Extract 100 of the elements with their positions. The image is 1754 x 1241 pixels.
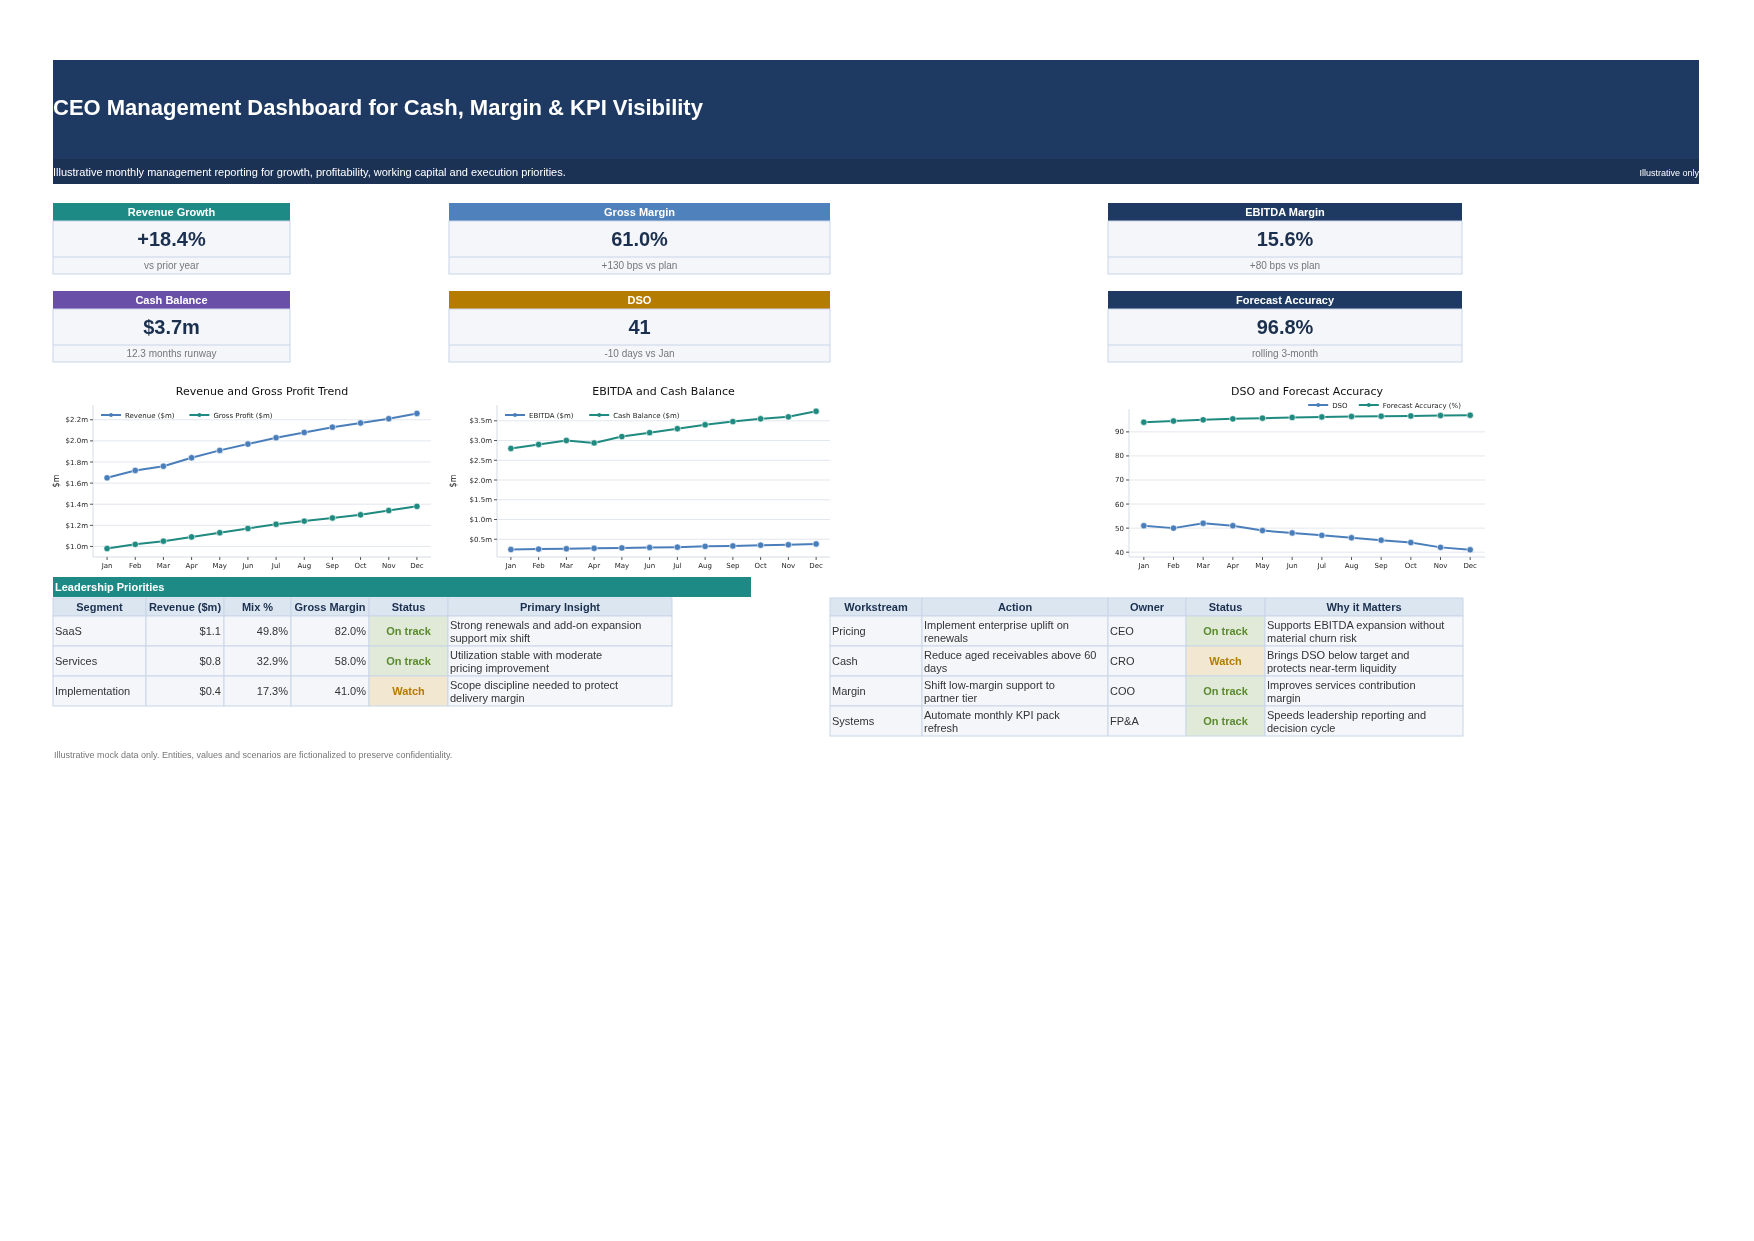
point — [1170, 417, 1177, 425]
text: Systems — [832, 715, 875, 727]
point — [385, 507, 393, 515]
point — [328, 514, 336, 522]
point — [244, 440, 252, 448]
point — [1377, 536, 1385, 544]
text: vs prior year — [143, 260, 200, 271]
point — [507, 444, 515, 452]
point — [413, 502, 421, 510]
text: Illustrative monthly management reporting for growth, profitability, working capital and execution priorities. — [53, 166, 566, 178]
text: CEO — [1110, 625, 1134, 637]
point — [757, 415, 765, 423]
point — [590, 439, 598, 447]
point — [216, 529, 224, 537]
text: 82.0% — [334, 625, 366, 637]
point — [729, 542, 737, 550]
text: -10 days vs Jan — [604, 348, 675, 359]
point — [701, 542, 709, 550]
text: 96.8% — [1256, 316, 1314, 338]
point — [701, 421, 709, 429]
point — [244, 525, 252, 532]
text: Brings DSO below target and protects near-term liquidity — [1267, 648, 1410, 674]
text: On track — [1203, 685, 1248, 697]
point — [1318, 413, 1326, 421]
text: On track — [386, 625, 431, 637]
point — [1466, 411, 1474, 419]
point — [1259, 414, 1266, 422]
text: Strong renewals and add-on expansion support mix shift — [450, 618, 642, 644]
point — [357, 511, 365, 519]
point — [1288, 413, 1296, 421]
category-label: Segment — [76, 601, 124, 613]
point — [1288, 529, 1296, 537]
text: DSO — [627, 294, 652, 306]
text: Forecast Accuracy — [1235, 294, 1335, 306]
text: Watch — [1209, 655, 1242, 667]
y-axis-title: $m — [449, 474, 458, 488]
point — [535, 545, 543, 553]
point — [1199, 416, 1207, 424]
text: Cash Balance — [135, 294, 208, 306]
category-label: Revenue ($m) — [148, 601, 222, 613]
point — [729, 418, 737, 426]
point — [1140, 418, 1148, 426]
point — [300, 428, 308, 436]
point — [812, 407, 820, 415]
chart-title: EBITDA and Cash Balance — [592, 385, 735, 398]
point — [131, 466, 139, 474]
point — [103, 545, 111, 553]
text: 58.0% — [334, 655, 366, 667]
point — [618, 544, 626, 552]
text: On track — [1203, 625, 1248, 637]
point — [1229, 415, 1237, 423]
point — [159, 462, 167, 470]
point — [646, 429, 654, 437]
point — [1437, 543, 1444, 551]
text: Gross Margin — [604, 206, 676, 218]
text: On track — [1203, 715, 1248, 727]
point — [1377, 412, 1385, 420]
text: 41 — [628, 316, 651, 338]
point — [1259, 527, 1266, 535]
point — [357, 419, 365, 427]
text: 17.3% — [256, 685, 288, 697]
text: Reduce aged receivables above 60 days — [924, 648, 1097, 674]
point — [131, 540, 139, 548]
text: Automate monthly KPI pack refresh — [924, 708, 1060, 734]
category-label: Workstream — [844, 601, 908, 613]
text: Illustrative only — [1639, 168, 1700, 178]
text: $3.7m — [143, 316, 200, 338]
category-label: Gross Margin — [294, 601, 366, 613]
point — [1437, 412, 1444, 419]
text: Implementation — [55, 685, 131, 697]
point — [757, 541, 765, 549]
text: Leadership Priorities — [55, 581, 165, 593]
text: Supports EBITDA expansion without material churn risk — [1267, 618, 1445, 644]
category-label: Why it Matters — [1326, 601, 1402, 613]
point — [159, 537, 167, 545]
text: EBITDA Margin — [1245, 206, 1326, 218]
point — [1229, 522, 1237, 530]
point — [1318, 531, 1326, 539]
point — [1348, 534, 1355, 542]
point — [673, 543, 681, 551]
point — [535, 440, 543, 448]
text: Utilization stable with moderate pricing improvement — [450, 648, 603, 674]
point — [1407, 539, 1415, 547]
text: rolling 3-month — [1251, 348, 1319, 359]
text: CRO — [1110, 655, 1135, 667]
text: Improves services contribution margin — [1267, 678, 1416, 704]
point — [1466, 546, 1474, 554]
category-label: Primary Insight — [519, 601, 601, 613]
point — [272, 520, 280, 528]
point — [507, 546, 515, 553]
text: 61.0% — [611, 228, 669, 250]
point — [300, 517, 308, 525]
category-label: Action — [997, 601, 1033, 613]
category-label: Mix % — [241, 601, 274, 613]
text: FP&A — [1110, 715, 1139, 727]
y-axis-title: $m — [52, 474, 61, 488]
text: $0.4 — [199, 685, 221, 697]
point — [216, 446, 224, 454]
text: Margin — [832, 685, 866, 697]
point — [1170, 524, 1177, 532]
